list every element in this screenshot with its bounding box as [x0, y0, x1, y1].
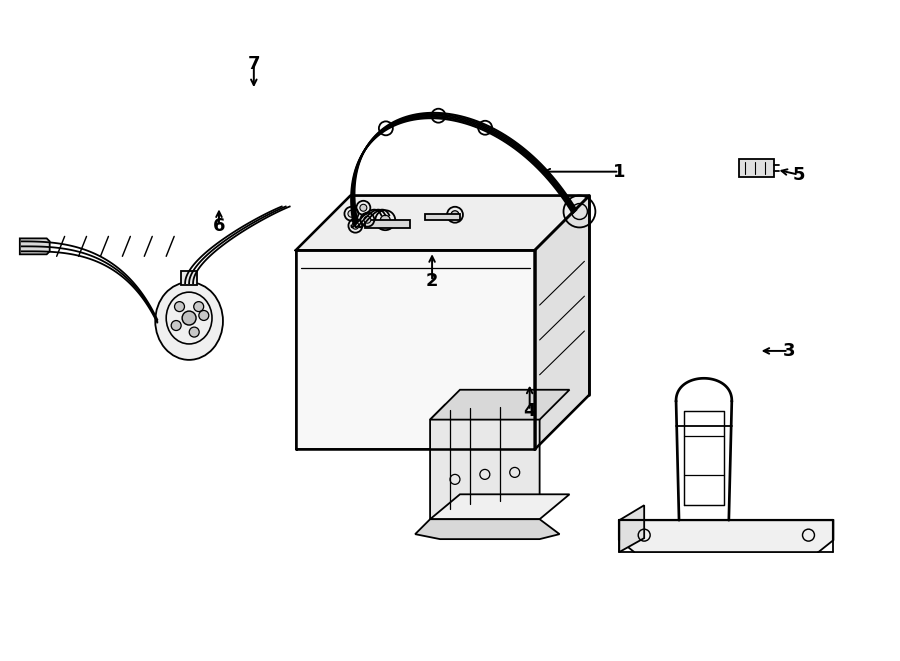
Text: 2: 2 — [426, 272, 438, 290]
Polygon shape — [619, 505, 644, 552]
Circle shape — [171, 321, 181, 330]
Circle shape — [381, 215, 391, 225]
Text: 4: 4 — [524, 402, 536, 420]
Polygon shape — [739, 159, 774, 176]
Text: 3: 3 — [782, 342, 795, 360]
Circle shape — [194, 301, 203, 311]
Polygon shape — [365, 220, 410, 229]
Polygon shape — [20, 239, 50, 254]
Circle shape — [451, 211, 459, 219]
Circle shape — [175, 301, 184, 311]
Polygon shape — [425, 214, 460, 220]
Circle shape — [348, 210, 355, 217]
Polygon shape — [619, 520, 833, 552]
Polygon shape — [535, 196, 590, 449]
Text: 5: 5 — [792, 166, 805, 184]
Text: 6: 6 — [212, 217, 225, 235]
Circle shape — [360, 204, 367, 212]
Text: 1: 1 — [613, 163, 626, 180]
Polygon shape — [430, 405, 540, 519]
Ellipse shape — [155, 282, 223, 360]
Text: 7: 7 — [248, 55, 260, 73]
Circle shape — [199, 311, 209, 321]
Polygon shape — [430, 390, 570, 420]
Circle shape — [572, 204, 588, 219]
Circle shape — [364, 216, 371, 223]
Polygon shape — [430, 494, 570, 519]
Polygon shape — [181, 271, 197, 285]
Circle shape — [189, 327, 199, 337]
Polygon shape — [296, 196, 590, 251]
Polygon shape — [415, 519, 560, 539]
Polygon shape — [296, 251, 535, 449]
Circle shape — [352, 222, 359, 229]
Circle shape — [182, 311, 196, 325]
